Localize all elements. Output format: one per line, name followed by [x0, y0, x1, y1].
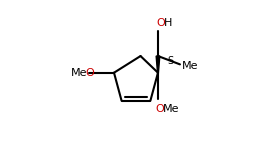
Text: H: H [164, 18, 172, 28]
Text: O: O [86, 68, 95, 78]
Text: O: O [156, 18, 165, 28]
Polygon shape [156, 56, 160, 73]
Text: Me: Me [163, 104, 179, 114]
Text: Me: Me [71, 68, 87, 78]
Text: Me: Me [182, 61, 199, 71]
Text: O: O [155, 104, 164, 114]
Text: S: S [168, 56, 174, 66]
